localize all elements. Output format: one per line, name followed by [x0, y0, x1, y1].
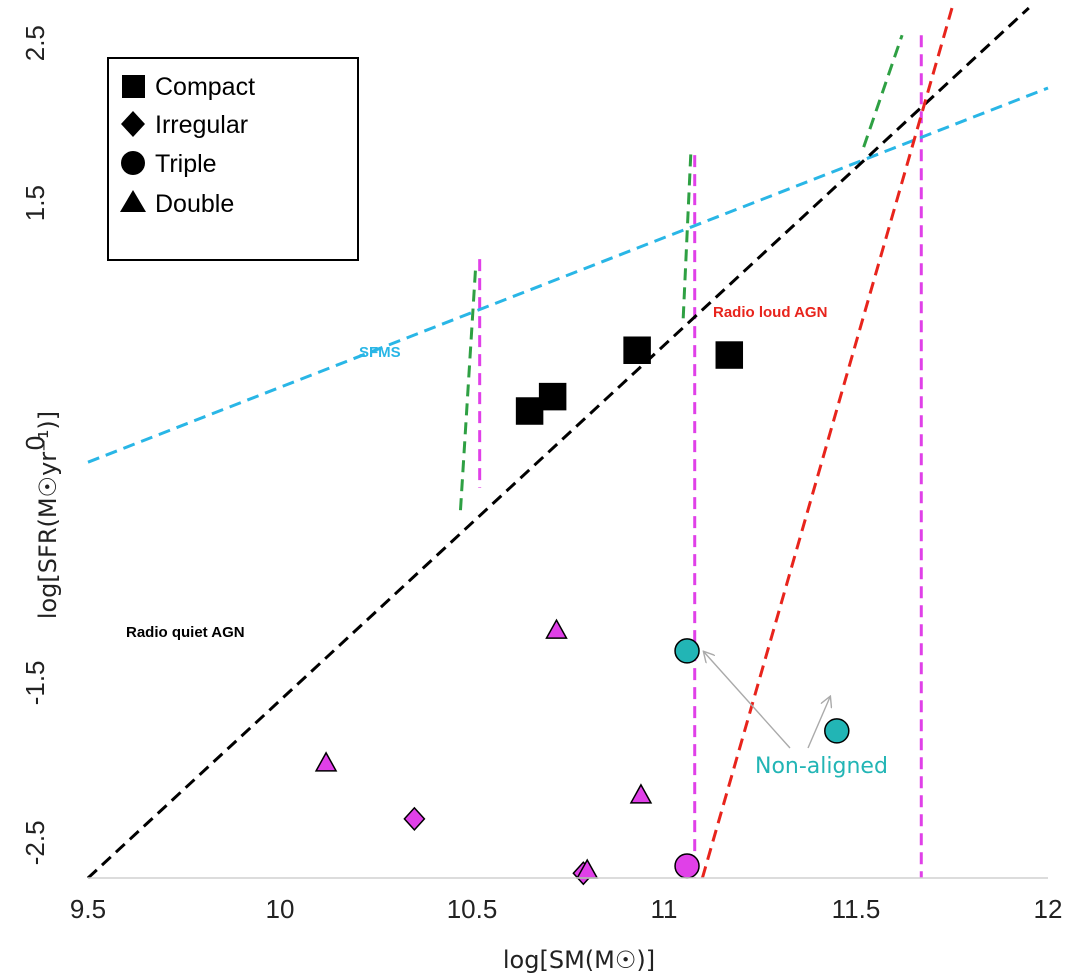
green-dashed-line-2 — [862, 34, 904, 148]
x-tick-label-5: 12 — [1034, 894, 1063, 924]
radio-quiet-agn-line — [86, 6, 1030, 880]
y-tick-label-4: -2.5 — [20, 820, 50, 865]
legend-label-irregular: Irregular — [155, 111, 248, 139]
radio-loud-agn-line — [700, 7, 954, 879]
triple-point-1 — [824, 718, 850, 744]
tick-labels: 9.5 10 10.5 11 11.5 12 2.5 1.5 0 -1.5 -2.5 — [20, 25, 1062, 924]
annotations: SFMS Radio loud AGN Radio quiet AGN Non-… — [126, 304, 888, 779]
triple-point-0 — [674, 638, 700, 664]
sfms-line — [87, 86, 1049, 464]
legend-marker-diamond — [121, 111, 145, 137]
legend-label-triple: Triple — [155, 150, 217, 178]
y-axis-label: log[SFR(M☉yr⁻¹)] — [34, 411, 62, 619]
annotation-non-aligned: Non-aligned — [755, 754, 888, 779]
x-tick-label-2: 10.5 — [447, 894, 498, 924]
green-dashed-line-0 — [458, 263, 478, 511]
x-axis-label: log[SM(M☉)] — [503, 946, 655, 974]
x-tick-label-0: 9.5 — [70, 894, 106, 924]
y-tick-label-2: 0 — [20, 436, 50, 450]
double-point-1 — [314, 751, 338, 772]
triple-point-2 — [674, 853, 700, 879]
compact-point-2 — [623, 336, 651, 364]
irregular-point-0 — [403, 806, 426, 831]
double-point-2 — [629, 783, 653, 804]
non-aligned-arrow-1 — [704, 652, 791, 749]
legend-marker-circle — [121, 151, 145, 175]
legend-marker-triangle — [120, 190, 146, 212]
double-point-0 — [545, 618, 568, 639]
plot-area — [86, 6, 1049, 886]
y-tick-label-0: 2.5 — [20, 25, 50, 61]
annotation-sfms: SFMS — [359, 344, 401, 361]
annotation-radio-loud: Radio loud AGN — [713, 304, 827, 321]
compact-point-0 — [515, 397, 544, 425]
non-aligned-arrow-2 — [807, 697, 830, 749]
y-tick-label-1: 1.5 — [20, 185, 50, 221]
green-dashed-line-1 — [681, 151, 693, 319]
x-tick-label-3: 11 — [651, 894, 678, 924]
annotation-radio-quiet: Radio quiet AGN — [126, 624, 245, 641]
legend-marker-square — [122, 75, 145, 98]
compact-point-3 — [715, 341, 744, 369]
x-tick-label-1: 10 — [266, 894, 295, 924]
y-tick-label-3: -1.5 — [20, 660, 50, 705]
x-tick-label-4: 11.5 — [832, 894, 881, 924]
compact-point-1 — [538, 382, 567, 411]
legend: Compact Irregular Triple Double — [107, 57, 359, 261]
legend-box — [107, 57, 359, 261]
legend-label-double: Double — [155, 190, 234, 218]
legend-label-compact: Compact — [155, 73, 255, 101]
